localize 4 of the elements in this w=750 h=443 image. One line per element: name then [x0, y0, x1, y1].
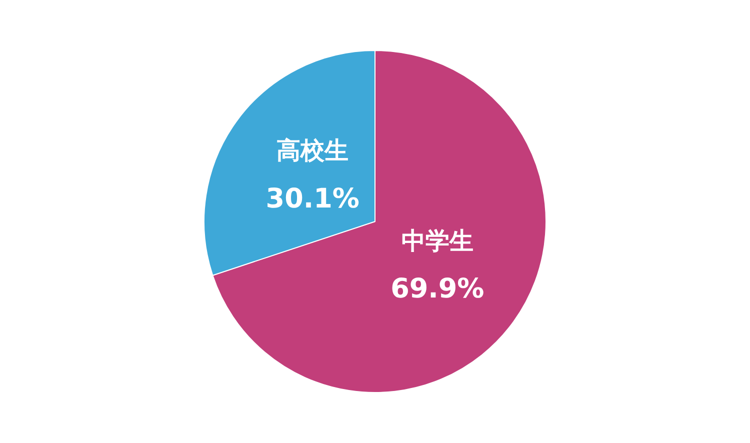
slice-label: 高校生 [276, 136, 349, 165]
data-label: 69.9% [390, 274, 484, 305]
slice-label: 中学生 [401, 226, 474, 255]
data-label: 30.1% [266, 183, 360, 214]
